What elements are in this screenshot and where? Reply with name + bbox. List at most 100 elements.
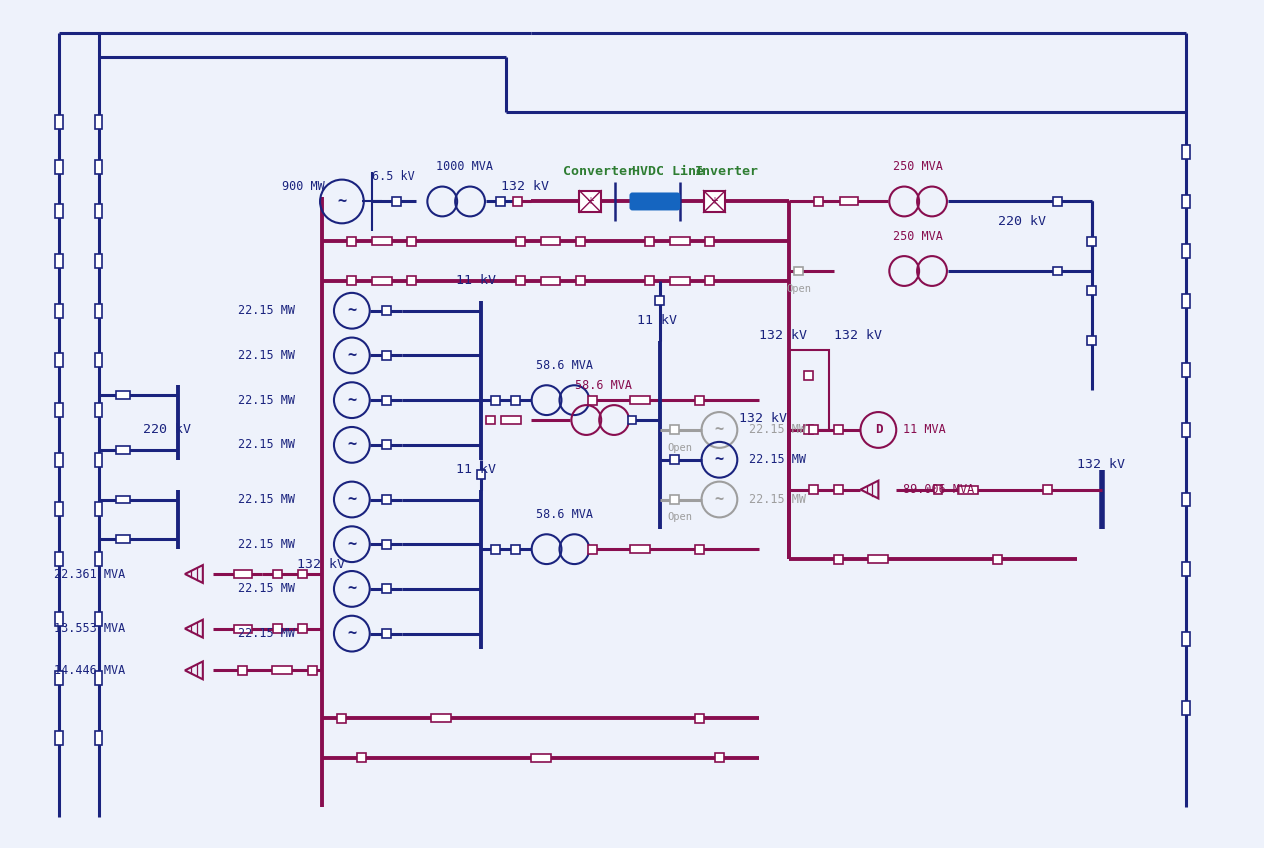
Bar: [392, 197, 401, 206]
Bar: [834, 485, 843, 494]
Bar: [670, 426, 679, 434]
Text: ~: ~: [337, 194, 346, 209]
Bar: [795, 266, 804, 276]
Text: 22.361 MVA: 22.361 MVA: [54, 567, 125, 581]
Bar: [576, 237, 585, 246]
Text: ~: ~: [348, 537, 356, 552]
Bar: [372, 237, 392, 245]
Bar: [497, 197, 506, 206]
Bar: [95, 304, 102, 318]
Text: +: +: [586, 197, 594, 206]
Text: ~: ~: [348, 438, 356, 452]
Bar: [655, 296, 665, 305]
Bar: [431, 714, 451, 722]
Bar: [95, 204, 102, 218]
Text: HVDC Line: HVDC Line: [632, 165, 704, 178]
Bar: [307, 666, 316, 675]
Text: 132 kV: 132 kV: [834, 329, 882, 342]
Bar: [298, 570, 307, 578]
Bar: [382, 306, 391, 315]
Bar: [646, 276, 655, 286]
Bar: [477, 470, 485, 479]
Bar: [487, 416, 495, 425]
Bar: [382, 539, 391, 549]
Bar: [382, 351, 391, 360]
Bar: [116, 446, 130, 454]
Bar: [804, 371, 813, 380]
Bar: [95, 254, 102, 268]
Text: 220 kV: 220 kV: [997, 215, 1045, 228]
Bar: [516, 237, 526, 246]
Bar: [1182, 194, 1191, 209]
Bar: [95, 672, 102, 685]
Bar: [54, 115, 63, 129]
Bar: [814, 197, 823, 206]
Bar: [372, 277, 392, 285]
Text: ~: ~: [715, 422, 724, 438]
Text: 11 MVA: 11 MVA: [904, 423, 945, 437]
Bar: [54, 453, 63, 466]
Text: 22.15 MW: 22.15 MW: [238, 628, 295, 640]
Bar: [576, 276, 585, 286]
Bar: [670, 237, 690, 245]
Text: 22.15 MW: 22.15 MW: [750, 423, 806, 437]
Text: 900 MW: 900 MW: [282, 180, 325, 193]
Text: 250 MVA: 250 MVA: [894, 230, 943, 243]
Bar: [95, 611, 102, 626]
Bar: [809, 485, 818, 494]
Bar: [382, 584, 391, 594]
Bar: [670, 277, 690, 285]
Text: ~: ~: [348, 304, 356, 318]
Text: 1000 MVA: 1000 MVA: [436, 160, 493, 173]
Bar: [54, 403, 63, 417]
Bar: [512, 544, 521, 554]
Bar: [116, 391, 130, 399]
Bar: [1182, 701, 1191, 715]
Text: Open: Open: [667, 512, 693, 522]
Text: 250 MVA: 250 MVA: [894, 160, 943, 173]
Bar: [1182, 294, 1191, 308]
Bar: [1182, 423, 1191, 437]
Bar: [95, 503, 102, 516]
Bar: [1182, 244, 1191, 258]
Text: 132 kV: 132 kV: [760, 329, 808, 342]
Text: 58.6 MVA: 58.6 MVA: [536, 359, 593, 372]
Bar: [95, 159, 102, 174]
Bar: [54, 731, 63, 745]
FancyBboxPatch shape: [631, 193, 679, 209]
Bar: [382, 495, 391, 504]
Bar: [1053, 266, 1062, 276]
Bar: [407, 276, 416, 286]
Bar: [705, 237, 714, 246]
Bar: [1182, 364, 1191, 377]
Bar: [804, 426, 813, 434]
Text: 22.15 MW: 22.15 MW: [238, 438, 295, 451]
Bar: [358, 753, 367, 762]
Bar: [382, 629, 391, 638]
Text: Open: Open: [667, 443, 693, 453]
Bar: [348, 276, 356, 286]
Bar: [588, 396, 597, 404]
Bar: [382, 440, 391, 449]
Bar: [1087, 287, 1096, 295]
Bar: [348, 237, 356, 246]
Bar: [695, 713, 704, 722]
Text: ~: ~: [348, 582, 356, 596]
Bar: [95, 354, 102, 367]
Bar: [273, 624, 282, 633]
Bar: [234, 625, 252, 633]
Bar: [695, 396, 704, 404]
Bar: [273, 570, 282, 578]
Bar: [704, 191, 726, 212]
Text: 22.15 MW: 22.15 MW: [238, 583, 295, 595]
Bar: [95, 453, 102, 466]
Bar: [238, 666, 246, 675]
Text: ~: ~: [348, 626, 356, 641]
Bar: [95, 115, 102, 129]
Text: 22.15 MW: 22.15 MW: [238, 493, 295, 506]
Text: 89.006 MVA: 89.006 MVA: [904, 483, 975, 496]
Bar: [501, 416, 521, 424]
Bar: [579, 191, 602, 212]
Text: 22.15 MW: 22.15 MW: [238, 538, 295, 550]
Bar: [54, 254, 63, 268]
